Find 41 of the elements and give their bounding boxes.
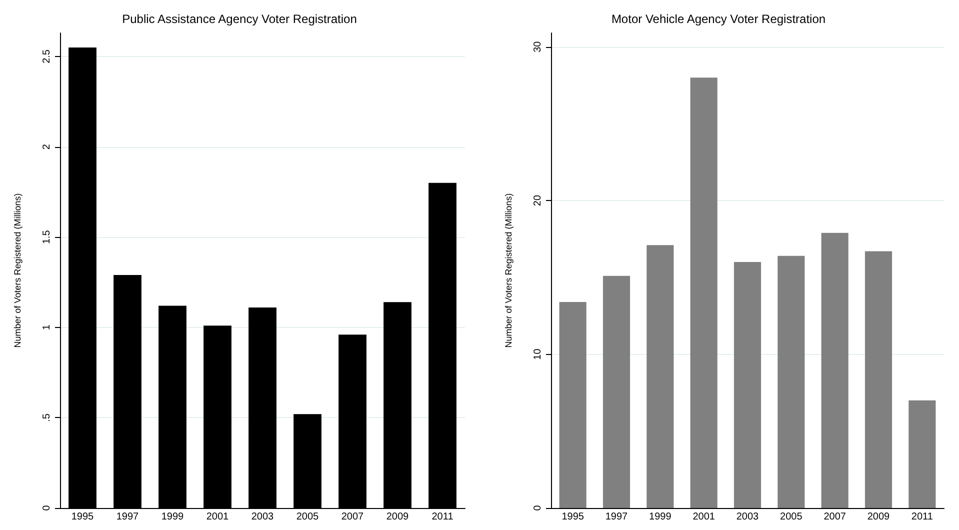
y-axis-title: Number of Voters Registered (Millions) [12,193,22,348]
x-tick-label: 2003 [251,512,274,522]
y-tick-label: 0 [532,504,544,511]
y-tick-label: 0 [42,504,52,511]
bar [864,251,892,508]
bar [734,262,762,508]
bar [690,78,718,508]
x-tick-label: 1997 [116,512,140,522]
x-tick-label: 1995 [71,512,94,522]
bar [559,302,586,508]
bar [646,245,674,508]
y-tick-label: 2.5 [42,49,52,64]
x-tick-label: 2007 [341,512,364,522]
x-tick-label: 2009 [867,512,890,522]
x-tick-label: 2005 [780,512,803,522]
bar [778,256,805,508]
bar [821,232,848,508]
y-tick-label: 1.5 [42,230,52,244]
bar [602,276,630,508]
y-tick-label: 30 [532,40,544,52]
x-tick-label: 2003 [736,512,760,522]
y-tick-label: 20 [532,194,544,206]
x-tick-label: 1995 [562,512,584,522]
y-tick-label: 2 [42,144,52,150]
x-tick-label: 2001 [206,512,230,522]
x-tick-label: 2011 [432,512,454,522]
y-axis-title: Number of Voters Registered (Millions) [504,193,514,348]
y-tick-label: 1 [42,324,52,330]
chart-title: Motor Vehicle Agency Voter Registration [611,12,826,26]
x-tick-label: 2005 [296,512,320,522]
y-tick-label: 10 [532,348,544,360]
bar [908,400,936,508]
x-tick-label: 2007 [824,512,846,522]
y-tick-label: .5 [42,413,52,422]
x-tick-label: 1999 [649,512,672,522]
x-tick-label: 2011 [911,512,934,522]
x-tick-label: 2009 [386,512,410,522]
x-tick-label: 1997 [605,512,628,522]
x-tick-label: 2001 [692,512,716,522]
x-tick-label: 1999 [161,512,184,522]
chart-title: Public Assistance Agency Voter Registration [122,12,357,26]
